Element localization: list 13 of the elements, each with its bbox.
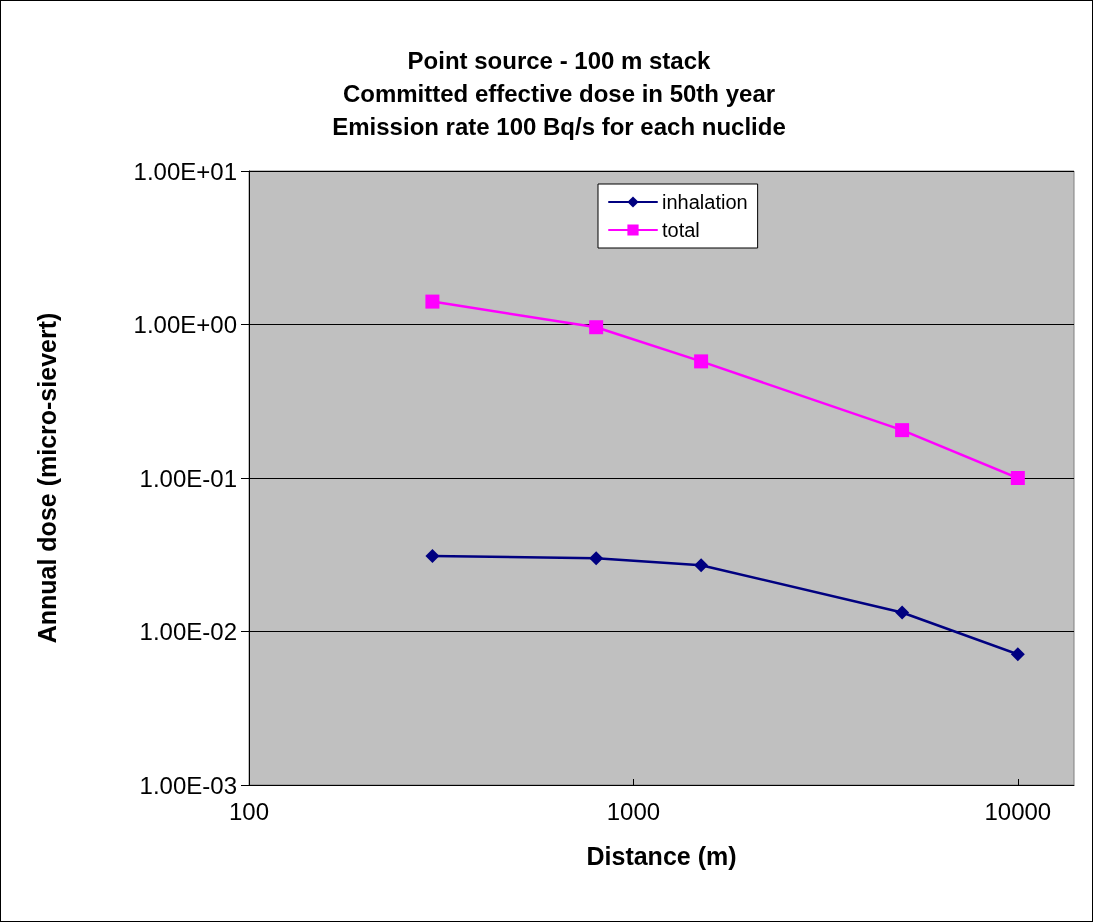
chart-title: Point source - 100 m stack Committed effective dose in 50th year Emission rate 100 Bq/s for each nuclide <box>332 47 786 140</box>
y-tick-label: 1.00E+00 <box>133 311 237 338</box>
y-tick-label: 1.00E-03 <box>139 771 237 799</box>
x-tick-label: 1000 <box>606 797 661 825</box>
legend-label: inhalation <box>662 191 748 213</box>
x-axis-title: Distance (m) <box>586 841 737 870</box>
y-tick-label: 1.00E-01 <box>139 464 237 492</box>
y-tick-label: 1.00E-02 <box>139 618 237 645</box>
y-axis-title: Annual dose (micro-sievert) <box>32 312 61 644</box>
y-tick-label: 1.00E+01 <box>133 157 237 185</box>
legend-label: total <box>662 219 700 241</box>
x-tick-label: 10000 <box>984 797 1052 825</box>
x-tick-label: 100 <box>228 797 270 825</box>
